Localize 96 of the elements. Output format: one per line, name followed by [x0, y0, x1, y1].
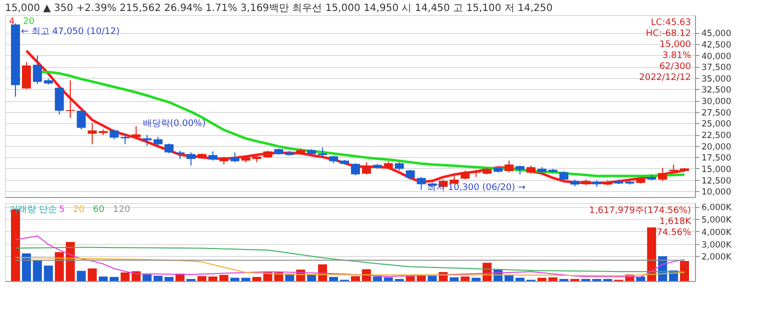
line-series [14, 246, 686, 272]
annotation: HC:-68.12 [646, 29, 691, 39]
candlestick [658, 167, 668, 182]
y-tick-label: 25,000 [702, 120, 732, 130]
bar [44, 266, 53, 281]
y-tick-label: 15,000 [702, 164, 732, 175]
y-tick-label: 30,000 [702, 97, 732, 108]
annotation: LC:45.63 [650, 18, 691, 28]
bar [504, 274, 514, 281]
annotation: 3.81% [662, 51, 692, 61]
candlestick [318, 146, 328, 158]
y-tick-label: 37,500 [702, 63, 732, 74]
candlestick [142, 134, 152, 146]
bar [164, 276, 174, 281]
text: 5 [59, 205, 65, 215]
bar [88, 268, 97, 281]
candlestick [54, 86, 64, 116]
line-series [14, 235, 686, 278]
line-series [14, 256, 686, 276]
candlestick [350, 162, 360, 176]
annotation: 배당락(0.00%) [143, 119, 206, 129]
candlestick [110, 128, 119, 140]
bar [142, 274, 152, 281]
y-tick-label: 6,000K [702, 203, 732, 214]
bar [372, 276, 382, 281]
bar [516, 278, 524, 281]
bar [537, 278, 546, 281]
bar [110, 276, 119, 281]
bar [208, 276, 218, 281]
bar [329, 276, 338, 281]
candlestick [186, 152, 196, 166]
annotation: 2022/12/12 [639, 73, 691, 83]
bar [680, 260, 690, 281]
y-tick-label: 45,000 [702, 29, 732, 40]
candlestick [416, 176, 426, 190]
bar [548, 277, 558, 281]
text: 60 [93, 205, 105, 215]
annotation: 15,000 [660, 40, 692, 50]
candlestick [164, 143, 174, 154]
candlestick [559, 170, 568, 181]
annotation: 1,617,979주(174.56%) [589, 206, 691, 216]
y-tick-label: 12,500 [702, 176, 732, 186]
candlestick [66, 80, 75, 118]
bar [362, 269, 371, 281]
chart-title: 15,000 ▲ 350 +2.39% 215,562 26.94% 1.71% 3,169백만 최우선 15,000 14,950 시 14,450 고 15,100 저 14,250 [5, 3, 553, 14]
annotation: 최저 10,300 (06/20) → [427, 183, 526, 193]
candlestick [22, 62, 31, 90]
candlestick [406, 169, 415, 180]
bar [154, 276, 163, 281]
annotation: 1,618K [659, 217, 692, 227]
legend-title: 거래량 단순 [9, 205, 57, 215]
y-tick-label: 35,000 [702, 74, 732, 84]
bar [197, 276, 206, 281]
bar [98, 276, 108, 281]
candlestick [132, 126, 141, 140]
text: 20 [73, 205, 85, 215]
candlestick [32, 55, 42, 84]
y-tick-label: 10,000 [702, 188, 732, 198]
y-tick-label: 32,500 [702, 86, 732, 96]
bar [350, 276, 360, 281]
bar [54, 252, 64, 281]
bar [241, 278, 250, 281]
y-tick-label: 42,500 [702, 40, 732, 50]
bar [428, 276, 437, 281]
text: 4 [9, 17, 15, 27]
candlestick [208, 150, 218, 162]
candlestick [230, 152, 240, 163]
bar [230, 278, 240, 281]
y-tick-label: 40,000 [702, 52, 732, 62]
y-tick-label: 17,500 [702, 154, 732, 164]
y-tick-label: 3,000K [702, 240, 732, 250]
candlestick [120, 133, 130, 145]
bar [219, 274, 228, 281]
annotation: ← 최고 47,050 (10/12) [21, 27, 120, 37]
candlestick [76, 109, 86, 130]
bar [450, 277, 459, 281]
y-tick-label: 22,500 [702, 131, 732, 142]
text: 20 [23, 17, 35, 27]
bar [384, 277, 393, 281]
candlestick [362, 162, 371, 175]
y-tick-label: 4,000K [702, 228, 732, 238]
candlestick [504, 160, 514, 173]
annotation: 62/300 [659, 62, 692, 72]
bar [32, 260, 42, 281]
y-tick-label: 27,500 [702, 108, 732, 118]
text: 120 [113, 205, 130, 215]
bar [120, 272, 130, 281]
bar [76, 270, 86, 281]
bar [22, 253, 31, 281]
bar [416, 276, 426, 281]
y-tick-label: 20,000 [702, 142, 732, 152]
y-tick-label: 5,000K [702, 216, 732, 226]
y-tick-label: 2,000K [702, 252, 732, 263]
bar [406, 276, 415, 281]
bar [460, 276, 470, 281]
bar [472, 278, 481, 281]
